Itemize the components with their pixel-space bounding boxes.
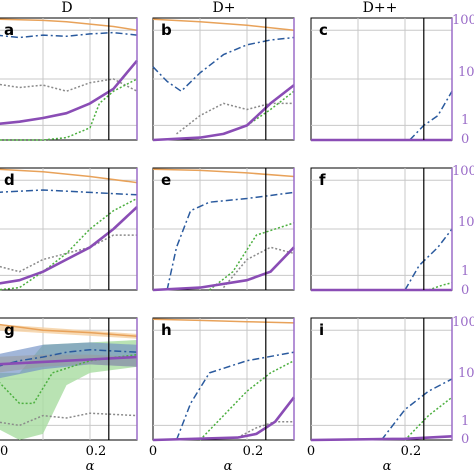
series-blue [409, 90, 453, 141]
series-gray [0, 78, 138, 92]
right-axis-tick: 0 [461, 432, 469, 447]
series-orange [152, 168, 295, 178]
panel-label: g [4, 321, 15, 339]
series-blue [175, 351, 295, 441]
column-title-d-plus-plus: D++ [363, 0, 398, 16]
x-axis-label-col3: α [383, 459, 392, 474]
series-blue [0, 189, 138, 196]
right-axis-tick: 0 [461, 283, 469, 298]
panel-g: g [0, 317, 138, 441]
series-green [428, 281, 453, 291]
x-axis-label-col2: α [224, 459, 233, 474]
right-axis-tick: 1 [461, 414, 469, 429]
series-purple [152, 84, 295, 142]
x-tick-label: 0.2 [401, 444, 422, 459]
series-green [404, 396, 453, 441]
panel-h: h [152, 317, 296, 442]
right-axis-tick: 10 [458, 366, 474, 381]
series-gray [0, 412, 138, 427]
series-blue [404, 228, 453, 291]
panel-b: b [152, 17, 295, 142]
right-axis-tick: 10 [458, 215, 474, 230]
panel-label: i [319, 321, 324, 339]
right-axis-tick: 100 [452, 315, 474, 330]
panel-label: h [161, 321, 172, 339]
series-blue [0, 348, 138, 367]
series-blue [0, 31, 138, 39]
series-green [152, 90, 295, 141]
x-tick-label: 0.2 [86, 444, 107, 459]
panel-i: i [310, 317, 453, 442]
right-axis-row-1: 100 10 1 0 [452, 13, 474, 147]
series-gray [176, 102, 294, 135]
right-axis-tick: 100 [452, 13, 474, 28]
series-orange [0, 168, 138, 184]
series-blue [380, 378, 453, 441]
right-axis-row-3: 100 10 1 0 [452, 315, 474, 447]
series-purple [152, 396, 296, 442]
right-axis-tick: 1 [461, 264, 469, 279]
right-axis-row-2: 100 10 1 0 [452, 164, 474, 298]
series-green [0, 78, 138, 141]
right-axis-tick: 10 [458, 65, 474, 80]
right-axis-tick: 1 [461, 113, 469, 128]
right-axis-tick: 0 [461, 132, 469, 147]
series-gray [222, 246, 295, 289]
series-orange [152, 318, 295, 324]
series-purple [0, 59, 138, 125]
x-tick-label: 0 [0, 444, 8, 459]
panel-e: e [152, 167, 295, 292]
x-axis-label-col1: α [86, 459, 95, 474]
series-orange [0, 18, 138, 31]
column-title-d: D [61, 0, 72, 16]
panel-label: e [161, 171, 171, 189]
panel-label: d [4, 171, 15, 189]
x-tick-label: 0 [149, 444, 157, 459]
series-orange [0, 323, 138, 338]
series-green [208, 222, 295, 291]
series-blue [152, 36, 295, 92]
panel-label: c [319, 21, 328, 39]
panel-f: f [310, 167, 453, 292]
panel-label: a [4, 21, 14, 39]
panel-c: c [310, 17, 453, 142]
series-green [0, 197, 138, 291]
series-orange [152, 18, 295, 31]
series-purple [310, 435, 453, 442]
x-tick-label: 0.2 [243, 444, 264, 459]
right-axis-tick: 100 [452, 164, 474, 179]
x-tick-label: 0 [307, 444, 315, 459]
series-purple [0, 206, 138, 285]
column-title-d-plus: D+ [213, 0, 236, 16]
panels: a b c d e f g h i [0, 17, 453, 442]
panel-d: d [0, 167, 138, 291]
series-green [0, 353, 138, 405]
series-purple [0, 355, 138, 366]
series-gray [0, 234, 137, 273]
series-blue [166, 191, 295, 291]
panel-label: f [319, 171, 326, 189]
series-purple [152, 246, 295, 292]
panel-label: b [161, 21, 172, 39]
panel-a: a [0, 17, 138, 141]
